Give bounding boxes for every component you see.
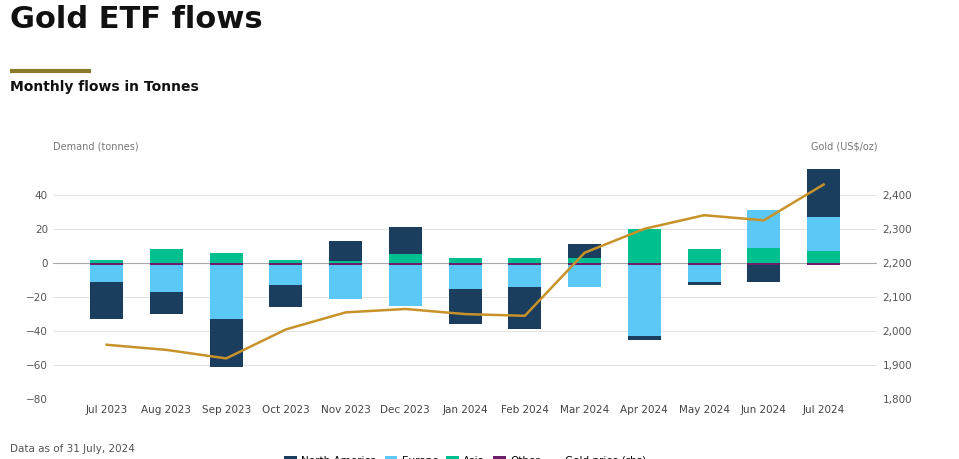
Bar [747,210,781,247]
Bar [210,253,243,263]
Bar [389,254,422,263]
Text: Gold ETF flows: Gold ETF flows [10,5,262,34]
Bar [329,241,363,261]
Bar [269,259,302,263]
Text: Monthly flows in Tonnes: Monthly flows in Tonnes [10,80,199,95]
Bar [508,265,541,287]
Bar [449,263,481,265]
Bar [389,263,422,265]
Bar [90,259,123,263]
Bar [449,265,481,289]
Bar [150,263,183,265]
Bar [269,263,302,265]
Bar [449,289,481,325]
Bar [628,265,661,336]
Bar [747,247,781,263]
Legend: North America, Europe, Asia, Other, Gold price (rhs): North America, Europe, Asia, Other, Gold… [280,452,650,459]
Bar [688,265,720,282]
Bar [568,258,601,263]
Bar [807,263,840,265]
Bar [150,249,183,263]
Bar [568,265,601,287]
Bar [269,285,302,307]
Bar [688,249,720,263]
Bar [449,258,481,263]
Bar [807,251,840,263]
Bar [150,292,183,314]
Bar [508,258,541,263]
Bar [210,265,243,319]
Bar [568,244,601,258]
Bar [90,265,123,282]
Bar [508,263,541,265]
Bar [329,261,363,263]
Bar [807,217,840,251]
Bar [747,263,781,265]
Bar [150,265,183,292]
Text: Gold (US$/oz): Gold (US$/oz) [811,141,877,151]
Bar [688,282,720,285]
Text: Demand (tonnes): Demand (tonnes) [53,141,138,151]
Bar [747,265,781,282]
Bar [389,227,422,254]
Bar [389,265,422,306]
Bar [90,282,123,319]
Bar [90,263,123,265]
Bar [508,287,541,330]
Bar [568,263,601,265]
Bar [210,263,243,265]
Text: Data as of 31 July, 2024: Data as of 31 July, 2024 [10,444,134,454]
Bar [329,263,363,265]
Bar [628,263,661,265]
Bar [329,265,363,299]
Bar [210,319,243,367]
Bar [628,336,661,340]
Bar [628,229,661,263]
Bar [269,265,302,285]
Bar [807,169,840,217]
Bar [688,263,720,265]
